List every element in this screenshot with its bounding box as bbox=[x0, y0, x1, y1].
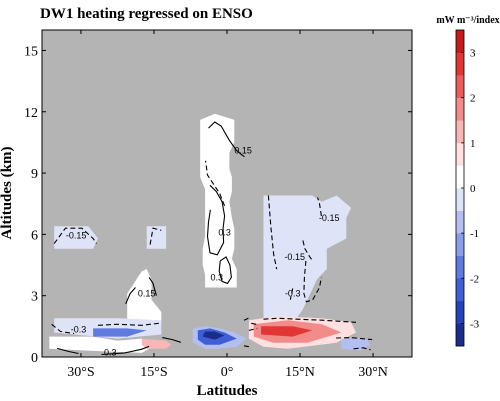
colorbar-segment bbox=[456, 30, 464, 53]
x-tick-label: 15°S bbox=[140, 365, 167, 380]
heatmap-region bbox=[93, 328, 147, 337]
contour-line bbox=[206, 184, 226, 256]
y-tick-label: 9 bbox=[31, 167, 38, 182]
contour-label: -0.3 bbox=[71, 324, 87, 334]
x-tick-label: 30°N bbox=[358, 365, 388, 380]
heatmap-region bbox=[263, 195, 352, 341]
contour-line bbox=[51, 323, 75, 335]
contour-line bbox=[101, 345, 150, 356]
x-tick-label: 0° bbox=[221, 365, 234, 380]
contour-line bbox=[218, 256, 232, 285]
contour-label: 0.15 bbox=[138, 289, 156, 299]
colorbar-segment bbox=[456, 52, 464, 76]
contour-line bbox=[53, 227, 97, 244]
contour-line bbox=[243, 345, 250, 348]
colorbar-segment bbox=[456, 278, 464, 302]
y-tick-label: 12 bbox=[24, 106, 38, 121]
y-tick-label: 0 bbox=[31, 351, 38, 366]
contour-line bbox=[317, 197, 322, 217]
x-tick-label: 15°N bbox=[285, 365, 315, 380]
x-tick-label: 30°S bbox=[67, 365, 94, 380]
colorbar-segment bbox=[456, 323, 464, 347]
colorbar-tick-label: 0 bbox=[470, 183, 476, 195]
contour-line bbox=[208, 121, 245, 158]
chart-title: DW1 heating regressed on ENSO bbox=[40, 6, 253, 22]
colorbar-segment bbox=[456, 233, 464, 257]
contour-label: 0.3 bbox=[211, 272, 224, 282]
heatmap-region bbox=[202, 331, 225, 340]
y-tick-label: 3 bbox=[31, 290, 38, 305]
colorbar-segment bbox=[456, 120, 464, 144]
heatmap-regions bbox=[49, 113, 371, 353]
y-axis-label: Altitudes (km) bbox=[0, 147, 15, 240]
heatmap-region bbox=[49, 336, 157, 353]
heatmap-region bbox=[146, 226, 167, 249]
contour-line bbox=[243, 317, 249, 321]
heatmap-region bbox=[261, 326, 313, 337]
contour-line bbox=[125, 287, 136, 305]
colorbar: 3 2 1 0 -1 -2 -3 bbox=[455, 29, 480, 347]
x-axis: 30°S 15°S 0° 15°N 30°N bbox=[67, 30, 388, 380]
heatmap-region bbox=[127, 269, 162, 325]
contour-line bbox=[353, 347, 371, 351]
contour-label: 0.3 bbox=[104, 348, 117, 358]
contour-label: 0.3 bbox=[218, 227, 231, 237]
colorbar-segment bbox=[456, 188, 464, 211]
contour-label: -0.15 bbox=[319, 213, 340, 223]
colorbar-segment bbox=[456, 165, 464, 189]
contour-lines bbox=[51, 121, 373, 356]
colorbar-segment bbox=[456, 75, 464, 99]
y-tick-label: 6 bbox=[31, 228, 38, 243]
contour-line bbox=[205, 160, 226, 207]
y-tick-label: 15 bbox=[24, 44, 38, 59]
contour-line bbox=[97, 322, 159, 326]
contour-line bbox=[263, 317, 357, 323]
contour-label: -0.15 bbox=[66, 230, 87, 240]
colorbar-tick-label: -2 bbox=[470, 273, 479, 285]
contour-labels: 0.15 0.3 0.3 0.15 -0.15 -0.15 -0.15 -0.3 -0.3 0.3 bbox=[66, 146, 340, 358]
contour-line bbox=[303, 260, 322, 303]
contour-line bbox=[56, 347, 79, 355]
contour-line bbox=[267, 195, 278, 270]
heatmap-region bbox=[54, 226, 98, 249]
contour-label: -0.3 bbox=[285, 289, 301, 299]
contour-line bbox=[149, 227, 162, 245]
contour-line bbox=[251, 322, 257, 325]
colorbar-segment bbox=[456, 210, 464, 234]
colorbar-tick-label: 3 bbox=[470, 48, 476, 60]
y-axis: 0 3 6 9 12 15 bbox=[24, 44, 412, 366]
x-axis-label: Latitudes bbox=[197, 383, 258, 399]
contour-label: 0.15 bbox=[234, 146, 252, 156]
colorbar-segment bbox=[456, 97, 464, 121]
colorbar-tick-label: 2 bbox=[470, 93, 476, 105]
heatmap-region bbox=[200, 113, 237, 288]
contour-line bbox=[302, 240, 314, 262]
colorbar-label: mW m⁻³/index bbox=[436, 15, 499, 26]
colorbar-segment bbox=[456, 142, 464, 166]
contour-line bbox=[162, 337, 181, 343]
colorbar-tick-label: -3 bbox=[470, 318, 480, 330]
colorbar-segment bbox=[456, 300, 464, 324]
colorbar-segment bbox=[456, 255, 464, 279]
contour-line bbox=[148, 277, 157, 296]
contour-label: -0.15 bbox=[284, 252, 305, 262]
colorbar-tick-label: 1 bbox=[470, 138, 476, 150]
contour-line bbox=[289, 288, 294, 300]
contour-line bbox=[248, 327, 258, 331]
colorbar-tick-label: -1 bbox=[470, 228, 479, 240]
heatmap-region bbox=[141, 338, 171, 349]
